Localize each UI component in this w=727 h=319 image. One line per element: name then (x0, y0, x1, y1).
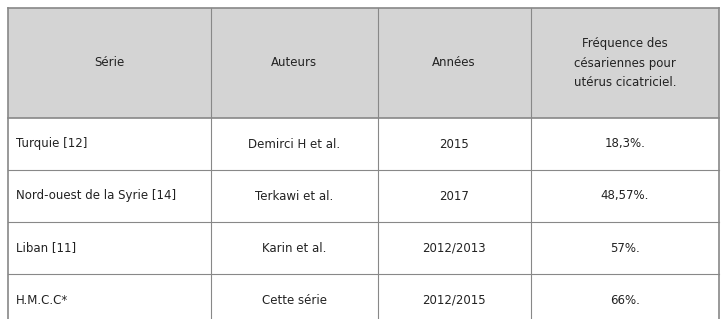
Text: 2012/2015: 2012/2015 (422, 293, 486, 307)
Bar (378, 222, 531, 274)
Text: Terkawi et al.: Terkawi et al. (255, 189, 333, 203)
Text: Liban [11]: Liban [11] (16, 241, 76, 255)
Bar (378, 274, 531, 319)
Bar (531, 118, 719, 170)
Bar (211, 118, 378, 170)
Bar (211, 274, 378, 319)
Text: Années: Années (433, 56, 476, 70)
Bar (8, 274, 211, 319)
Bar (378, 170, 531, 222)
Text: 18,3%.: 18,3%. (604, 137, 646, 151)
Bar (531, 222, 719, 274)
Text: Nord-ouest de la Syrie [14]: Nord-ouest de la Syrie [14] (16, 189, 176, 203)
Bar (211, 222, 378, 274)
Text: 66%.: 66%. (610, 293, 640, 307)
Text: 2017: 2017 (439, 189, 469, 203)
Text: 48,57%.: 48,57%. (601, 189, 649, 203)
Bar (378, 118, 531, 170)
Bar (378, 8, 531, 118)
Text: Karin et al.: Karin et al. (262, 241, 326, 255)
Bar (8, 170, 211, 222)
Text: H.M.C.C*: H.M.C.C* (16, 293, 68, 307)
Bar (211, 8, 378, 118)
Text: Cette série: Cette série (262, 293, 326, 307)
Text: 2015: 2015 (439, 137, 469, 151)
Text: Turquie [12]: Turquie [12] (16, 137, 87, 151)
Text: Fréquence des
césariennes pour
utérus cicatriciel.: Fréquence des césariennes pour utérus ci… (574, 38, 676, 88)
Text: 57%.: 57%. (610, 241, 640, 255)
Bar (531, 8, 719, 118)
Bar (531, 274, 719, 319)
Bar (211, 170, 378, 222)
Bar (8, 118, 211, 170)
Text: 2012/2013: 2012/2013 (422, 241, 486, 255)
Bar (531, 170, 719, 222)
Bar (8, 222, 211, 274)
Bar (8, 8, 211, 118)
Text: Auteurs: Auteurs (271, 56, 317, 70)
Text: Série: Série (95, 56, 124, 70)
Text: Demirci H et al.: Demirci H et al. (248, 137, 340, 151)
